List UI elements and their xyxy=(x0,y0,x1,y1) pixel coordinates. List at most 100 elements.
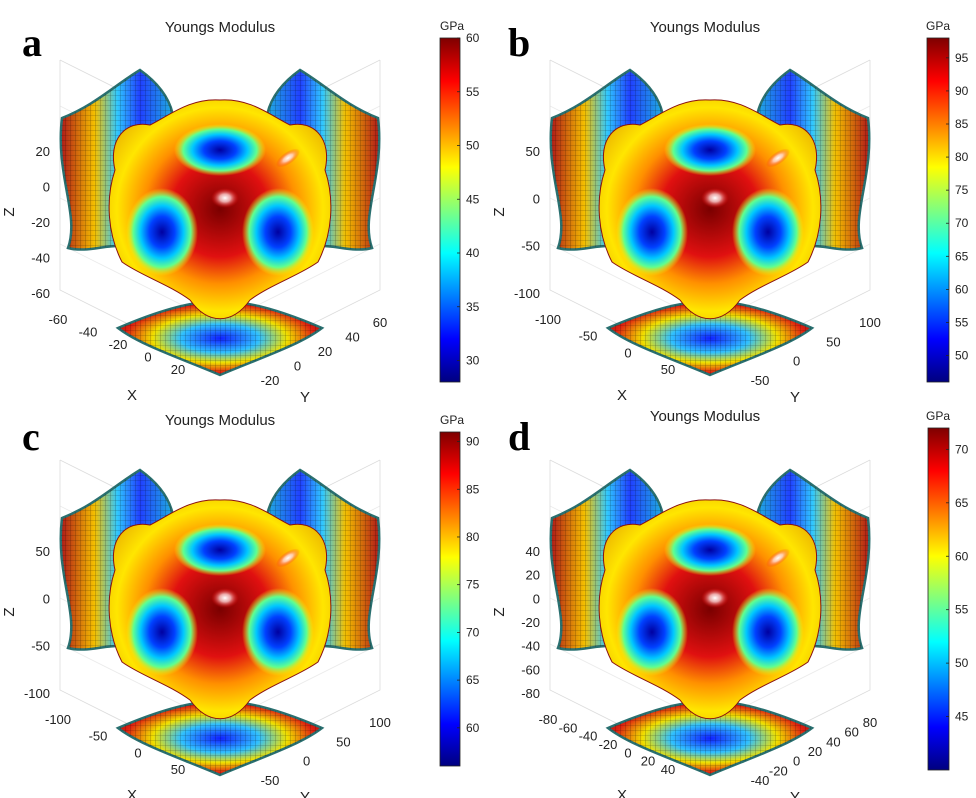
colorbar xyxy=(439,431,461,767)
colorbar-tick-label: 30 xyxy=(466,354,480,368)
y-tick-label: -50 xyxy=(751,373,770,388)
colorbar-tick-label: 75 xyxy=(466,578,480,592)
colorbar-tick-label: 55 xyxy=(955,603,969,617)
panel-label: d xyxy=(508,414,530,459)
left-dimple xyxy=(616,588,688,676)
chart-title: Youngs Modulus xyxy=(165,412,275,429)
x-tick-label: 50 xyxy=(171,762,185,777)
y-tick-label: 0 xyxy=(793,354,800,369)
colorbar-tick-label: 50 xyxy=(466,139,480,153)
colorbar-tick-label: 90 xyxy=(466,435,480,449)
y-tick-label: 80 xyxy=(863,715,877,730)
z-tick-label: -60 xyxy=(31,286,50,301)
colorbar-tick-label: 60 xyxy=(466,31,480,45)
colorbar-tick-label: 75 xyxy=(955,183,969,197)
y-tick-label: 20 xyxy=(808,744,822,759)
right-dimple xyxy=(242,188,314,276)
z-tick-label: 50 xyxy=(526,144,540,159)
y-tick-label: 0 xyxy=(303,754,310,769)
colorbar-unit-label: GPa xyxy=(440,19,464,33)
x-tick-label: -100 xyxy=(45,712,71,727)
specular-highlight xyxy=(701,588,729,608)
z-tick-label: 0 xyxy=(43,180,50,195)
colorbar-tick-label: 55 xyxy=(955,315,969,329)
y-tick-label: -20 xyxy=(261,373,280,388)
colorbar-tick-label: 80 xyxy=(466,530,480,544)
floor-mesh xyxy=(118,301,322,375)
colorbar-tick-label: 35 xyxy=(466,300,480,314)
right-dimple xyxy=(732,188,804,276)
y-tick-label: 100 xyxy=(859,315,881,330)
chart-title: Youngs Modulus xyxy=(165,19,275,36)
x-tick-label: -20 xyxy=(109,337,128,352)
top-dimple xyxy=(174,124,266,176)
x-tick-label: 0 xyxy=(624,345,631,360)
colorbar xyxy=(439,37,461,383)
z-tick-label: 20 xyxy=(36,144,50,159)
x-tick-label: -100 xyxy=(535,312,561,327)
colorbar-tick-label: 65 xyxy=(466,673,480,687)
y-tick-label: 60 xyxy=(844,725,858,740)
y-tick-label: 40 xyxy=(826,734,840,749)
colorbar-tick-label: 90 xyxy=(955,84,969,98)
z-tick-label: 20 xyxy=(526,568,540,583)
right-dimple xyxy=(242,588,314,676)
panel-b: Youngs Modulus b 50 0 -50 -100 Z -100 -50 0 50 X -50… xyxy=(491,19,969,406)
y-tick-label: -20 xyxy=(769,763,788,778)
specular-highlight-2 xyxy=(276,548,300,568)
y-tick-label: 60 xyxy=(373,315,387,330)
colorbar-tick-label: 50 xyxy=(955,349,969,363)
z-axis-label: Z xyxy=(491,207,508,216)
colorbar xyxy=(927,427,950,771)
y-tick-label: 100 xyxy=(369,715,391,730)
x-tick-label: 20 xyxy=(171,362,185,377)
x-tick-label: -60 xyxy=(49,312,68,327)
panel-a: Youngs Modulus a 20 0 -20 -40 -60 Z -60 -40 -20 0 20… xyxy=(1,19,480,406)
z-tick-label: -100 xyxy=(24,686,50,701)
x-tick-label: 50 xyxy=(661,362,675,377)
z-tick-label: -40 xyxy=(31,251,50,266)
colorbar-tick-label: 65 xyxy=(955,249,969,263)
colorbar-tick-label: 85 xyxy=(955,117,969,131)
x-tick-label: -40 xyxy=(79,325,98,340)
colorbar-tick-label: 60 xyxy=(955,282,969,296)
z-tick-label: 0 xyxy=(43,591,50,606)
floor-mesh xyxy=(118,701,322,775)
x-axis-label: X xyxy=(617,387,627,404)
colorbar-tick-label: 60 xyxy=(955,549,969,563)
y-tick-label: 20 xyxy=(318,344,332,359)
z-axis-label: Z xyxy=(491,607,508,616)
y-axis-label: Y xyxy=(300,789,310,798)
specular-highlight xyxy=(701,188,729,208)
specular-highlight-2 xyxy=(766,548,790,568)
colorbar-tick-label: 40 xyxy=(466,246,480,260)
left-dimple xyxy=(126,588,198,676)
x-tick-label: -40 xyxy=(579,729,598,744)
y-tick-label: 50 xyxy=(336,734,350,749)
y-axis-label: Y xyxy=(300,389,310,406)
colorbar-unit-label: GPa xyxy=(926,409,950,423)
x-tick-label: -60 xyxy=(559,720,578,735)
z-tick-label: -80 xyxy=(521,686,540,701)
z-tick-label: 40 xyxy=(526,544,540,559)
colorbar-tick-label: 80 xyxy=(955,150,969,164)
x-tick-label: -20 xyxy=(599,737,618,752)
colorbar xyxy=(926,37,950,383)
x-tick-label: 0 xyxy=(134,745,141,760)
y-tick-label: 50 xyxy=(826,334,840,349)
x-tick-label: -80 xyxy=(539,712,558,727)
chart-title: Youngs Modulus xyxy=(650,19,760,36)
z-tick-label: -60 xyxy=(521,662,540,677)
panel-c: Youngs Modulus c 50 0 -50 -100 Z -100 -50 0 50 X -50… xyxy=(1,412,480,798)
colorbar-tick-label: 45 xyxy=(466,192,480,206)
colorbar-unit-label: GPa xyxy=(440,413,464,427)
colorbar-tick-label: 45 xyxy=(955,710,969,724)
colorbar-tick-label: 85 xyxy=(466,482,480,496)
z-tick-label: -50 xyxy=(31,639,50,654)
y-axis-label: Y xyxy=(790,389,800,406)
z-tick-label: -20 xyxy=(31,215,50,230)
left-dimple xyxy=(616,188,688,276)
y-axis-label: Y xyxy=(790,789,800,798)
x-axis-label: X xyxy=(617,787,627,798)
